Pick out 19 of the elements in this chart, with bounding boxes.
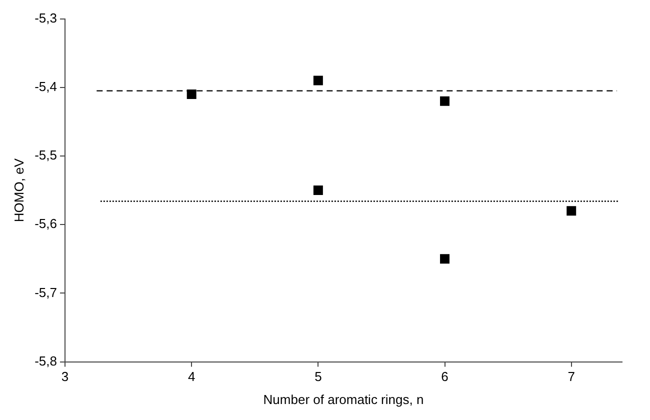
y-tick-label: -5,6 bbox=[34, 216, 57, 232]
point bbox=[440, 254, 450, 264]
x-tick-label: 6 bbox=[441, 369, 448, 384]
point bbox=[566, 206, 576, 216]
y-tick-label: -5,3 bbox=[34, 10, 57, 26]
point bbox=[440, 96, 450, 106]
y-axis-title: HOMO, eV bbox=[11, 158, 26, 222]
y-tick-label: -5,5 bbox=[34, 148, 57, 163]
point bbox=[186, 90, 196, 100]
x-axis-title: Number of aromatic rings, n bbox=[263, 392, 424, 407]
x-tick-label: 5 bbox=[314, 369, 322, 384]
y-tick-label: -5,8 bbox=[34, 353, 57, 368]
point bbox=[313, 76, 323, 86]
point bbox=[313, 186, 323, 196]
y-tick-label: -5,7 bbox=[34, 284, 57, 300]
x-tick-label: 7 bbox=[568, 369, 575, 384]
x-tick-label: 4 bbox=[188, 369, 196, 384]
y-tick-label: -5,4 bbox=[34, 78, 57, 94]
x-tick-label: 3 bbox=[61, 369, 69, 384]
